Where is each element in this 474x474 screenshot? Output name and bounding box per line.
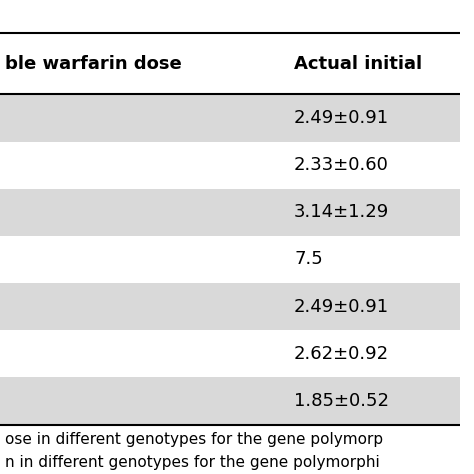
Text: 7.5: 7.5	[294, 250, 323, 268]
Bar	[0, 283, 460, 330]
Bar	[0, 377, 460, 425]
Text: 2.49±0.91: 2.49±0.91	[294, 298, 389, 316]
Text: 1.85±0.52: 1.85±0.52	[294, 392, 389, 410]
Bar	[0, 94, 460, 142]
Text: ble warfarin dose: ble warfarin dose	[5, 55, 182, 73]
Text: ose in different genotypes for the gene polymorp: ose in different genotypes for the gene …	[5, 432, 383, 447]
Text: 2.33±0.60: 2.33±0.60	[294, 156, 389, 174]
Text: 2.49±0.91: 2.49±0.91	[294, 109, 389, 127]
Text: n in different genotypes for the gene polymorphi: n in different genotypes for the gene po…	[5, 455, 379, 470]
Text: 2.62±0.92: 2.62±0.92	[294, 345, 389, 363]
Text: Actual initial: Actual initial	[294, 55, 422, 73]
Bar	[0, 189, 460, 236]
Text: 3.14±1.29: 3.14±1.29	[294, 203, 389, 221]
